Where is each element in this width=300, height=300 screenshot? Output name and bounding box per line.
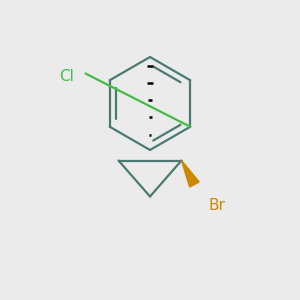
Polygon shape: [182, 160, 199, 187]
Text: Cl: Cl: [58, 69, 74, 84]
Text: Br: Br: [208, 198, 225, 213]
